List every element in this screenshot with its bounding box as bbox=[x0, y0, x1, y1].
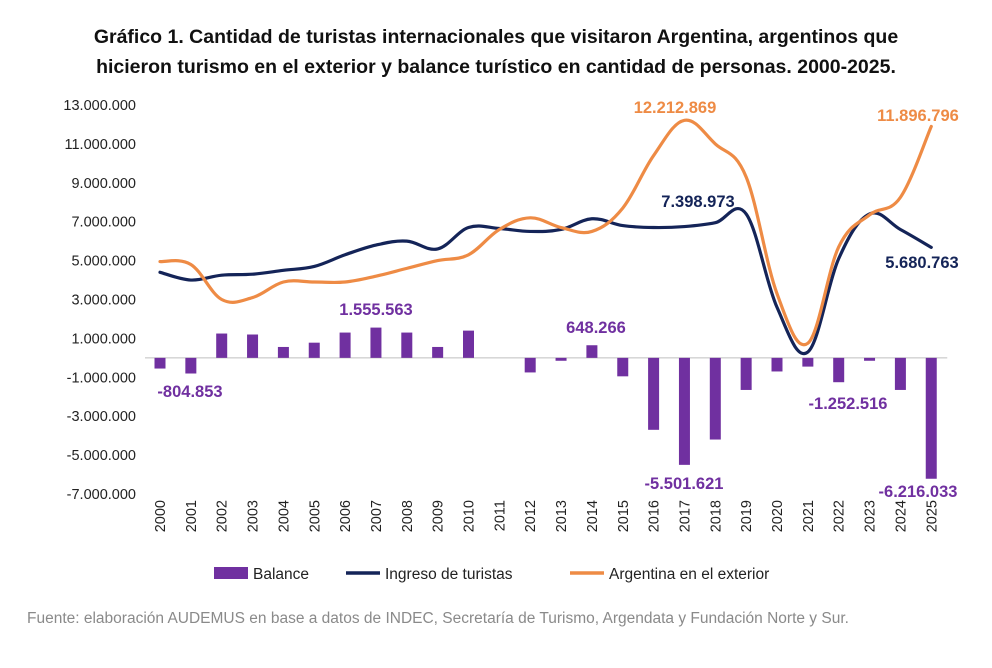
x-tick-label: 2015 bbox=[616, 500, 632, 532]
x-tick-label: 2012 bbox=[523, 500, 539, 532]
bar-balance bbox=[833, 357, 845, 383]
data-label: -804.853 bbox=[157, 383, 222, 401]
bar-balance bbox=[370, 327, 382, 358]
bar-balance bbox=[678, 357, 690, 465]
x-tick-label: 2007 bbox=[369, 500, 385, 532]
bar-balance bbox=[709, 357, 721, 440]
bar-balance bbox=[555, 357, 567, 361]
x-tick-label: 2008 bbox=[400, 500, 416, 532]
y-tick-label: 9.000.000 bbox=[71, 176, 136, 192]
data-label: -1.252.516 bbox=[809, 395, 888, 413]
bar-balance bbox=[401, 332, 413, 358]
chart-title: Gráfico 1. Cantidad de turistas internac… bbox=[0, 22, 992, 82]
title-line-1: Gráfico 1. Cantidad de turistas internac… bbox=[93, 26, 899, 48]
line-argentina-exterior bbox=[158, 118, 933, 347]
bar-balance bbox=[617, 357, 629, 377]
x-tick-label: 2017 bbox=[677, 500, 693, 532]
x-tick-label: 2014 bbox=[585, 500, 601, 532]
x-tick-label: 2005 bbox=[307, 500, 323, 532]
x-tick-label: 2020 bbox=[770, 500, 786, 532]
y-tick-label: 7.000.000 bbox=[71, 215, 136, 231]
bar-balance bbox=[648, 357, 660, 430]
x-tick-label: 2001 bbox=[184, 500, 200, 532]
source-note: Fuente: elaboración AUDEMUS en base a da… bbox=[27, 610, 849, 627]
x-tick-label: 2022 bbox=[832, 500, 848, 532]
x-tick-label: 2009 bbox=[431, 500, 447, 532]
bar-balance bbox=[308, 342, 320, 358]
legend-label: Ingreso de turistas bbox=[385, 566, 513, 583]
legend-label: Balance bbox=[253, 566, 309, 583]
x-tick-label: 2000 bbox=[153, 500, 169, 532]
x-tick-label: 2019 bbox=[739, 500, 755, 532]
bar-balance bbox=[925, 357, 937, 479]
bar-balance bbox=[586, 345, 598, 358]
y-tick-label: 1.000.000 bbox=[71, 331, 136, 347]
bar-balance bbox=[277, 346, 289, 358]
x-tick-label: 2002 bbox=[215, 500, 231, 532]
bar-balance bbox=[463, 330, 474, 358]
legend-swatch-balance bbox=[214, 567, 248, 579]
x-tick-label: 2006 bbox=[338, 500, 354, 532]
bar-balance bbox=[524, 357, 536, 373]
x-tick-label: 2021 bbox=[801, 500, 817, 532]
bar-balance bbox=[771, 357, 783, 372]
data-label: 12.212.869 bbox=[634, 99, 717, 117]
line-ingreso-turistas bbox=[158, 206, 933, 356]
data-label: 11.896.796 bbox=[877, 107, 959, 125]
tourism-chart: 13.000.000 11.000.000 9.000.000 7.000.000 5.… bbox=[63, 98, 959, 583]
data-label: 648.266 bbox=[566, 319, 626, 337]
y-tick-label: 13.000.000 bbox=[63, 98, 136, 114]
data-label: 5.680.763 bbox=[885, 254, 958, 272]
data-label: -5.501.621 bbox=[645, 475, 724, 493]
bar-balance bbox=[894, 357, 906, 390]
x-tick-label: 2024 bbox=[893, 500, 909, 532]
x-tick-label: 2004 bbox=[276, 500, 292, 532]
bar-balance bbox=[339, 332, 351, 358]
title-line-2: hicieron turismo en el exterior y balanc… bbox=[96, 56, 896, 78]
legend-label: Argentina en el exterior bbox=[609, 566, 769, 583]
bar-balance bbox=[432, 346, 444, 358]
y-tick-label: -5.000.000 bbox=[67, 448, 136, 464]
data-label: 7.398.973 bbox=[661, 193, 734, 211]
data-label: 1.555.563 bbox=[339, 301, 412, 319]
y-tick-label: -1.000.000 bbox=[67, 370, 136, 386]
x-tick-label: 2023 bbox=[863, 500, 879, 532]
y-tick-label: 11.000.000 bbox=[65, 137, 137, 153]
bar-balance bbox=[802, 357, 814, 367]
x-tick-label: 2011 bbox=[492, 500, 508, 531]
x-tick-label: 2016 bbox=[647, 500, 663, 532]
bar-balance bbox=[154, 357, 166, 369]
y-tick-label: -7.000.000 bbox=[67, 487, 136, 503]
bar-balance bbox=[247, 334, 259, 358]
y-tick-label: 5.000.000 bbox=[71, 254, 136, 270]
x-tick-label: 2018 bbox=[708, 500, 724, 532]
x-tick-label: 2010 bbox=[462, 500, 478, 532]
bar-balance bbox=[185, 357, 197, 374]
bar-balance bbox=[864, 357, 876, 361]
x-tick-label: 2013 bbox=[554, 500, 570, 532]
x-tick-label: 2025 bbox=[924, 500, 940, 532]
bar-balance bbox=[740, 357, 752, 390]
y-tick-label: -3.000.000 bbox=[67, 409, 136, 425]
y-tick-label: 3.000.000 bbox=[71, 293, 136, 309]
x-tick-label: 2003 bbox=[246, 500, 262, 532]
data-label: -6.216.033 bbox=[879, 483, 958, 501]
bar-balance bbox=[216, 333, 228, 358]
